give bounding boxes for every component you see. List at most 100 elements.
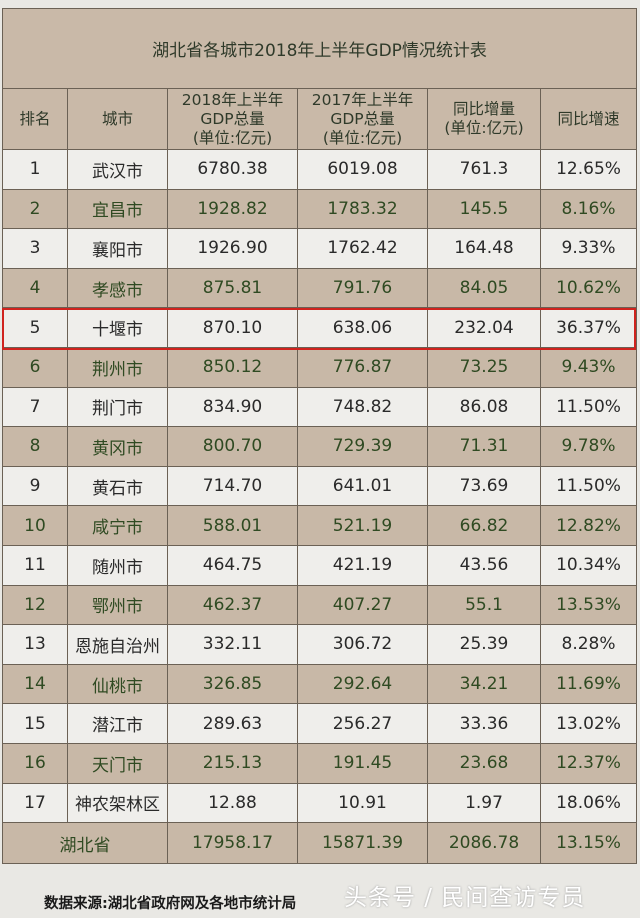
cell-city: 神农架林区: [67, 782, 168, 824]
cell-city: 潜江市: [67, 703, 168, 744]
cell-gdp2018: 588.01: [167, 505, 298, 546]
table-title: 湖北省各城市2018年上半年GDP情况统计表: [1, 8, 638, 89]
total-growth: 13.15%: [539, 822, 638, 865]
cell-city: 随州市: [67, 544, 168, 586]
table-row: 5 十堰市 870.10 638.06 232.04 36.37%: [2, 307, 638, 348]
cell-gdp2018: 875.81: [167, 267, 298, 309]
cell-gdp2017: 1762.42: [297, 228, 428, 269]
cell-rank: 1: [2, 149, 68, 190]
cell-increase: 164.48: [427, 228, 541, 269]
table-row: 11 随州市 464.75 421.19 43.56 10.34%: [2, 544, 638, 586]
cell-city: 宜昌市: [67, 188, 168, 230]
cell-increase: 1.97: [427, 782, 541, 824]
table-row: 12 鄂州市 462.37 407.27 55.1 13.53%: [2, 584, 638, 626]
cell-growth: 10.62%: [539, 267, 638, 309]
cell-rank: 11: [2, 544, 68, 586]
header-increase: 同比增量 (单位:亿元): [427, 88, 541, 150]
cell-rank: 14: [2, 663, 68, 705]
header-line: 2017年上半年: [311, 90, 414, 109]
cell-gdp2018: 800.70: [167, 426, 298, 467]
cell-increase: 73.69: [427, 465, 541, 507]
header-line: 2018年上半年: [181, 90, 284, 109]
table-row: 8 黄冈市 800.70 729.39 71.31 9.78%: [2, 426, 638, 467]
footer: 数据来源:湖北省政府网及各地市统计局 头条号 / 民间查访专员: [0, 870, 640, 918]
cell-city: 咸宁市: [67, 505, 168, 546]
header-growth: 同比增速: [539, 88, 638, 150]
cell-gdp2017: 191.45: [297, 742, 428, 784]
table-row: 9 黄石市 714.70 641.01 73.69 11.50%: [2, 465, 638, 507]
watermark: 头条号 / 民间查访专员: [344, 885, 586, 911]
total-row: 湖北省 17958.17 15871.39 2086.78 13.15%: [2, 822, 638, 865]
cell-city: 仙桃市: [67, 663, 168, 705]
cell-gdp2018: 714.70: [167, 465, 298, 507]
table-row: 2 宜昌市 1928.82 1783.32 145.5 8.16%: [2, 188, 638, 230]
total-increase: 2086.78: [427, 822, 541, 865]
cell-gdp2017: 10.91: [297, 782, 428, 824]
total-gdp2018: 17958.17: [167, 822, 298, 865]
cell-rank: 6: [2, 346, 68, 388]
cell-increase: 761.3: [427, 149, 541, 190]
cell-gdp2017: 1783.32: [297, 188, 428, 230]
cell-rank: 15: [2, 703, 68, 744]
header-gdp2018: 2018年上半年 GDP总量 (单位:亿元): [167, 88, 298, 150]
table-row: 13 恩施自治州 332.11 306.72 25.39 8.28%: [2, 624, 638, 665]
cell-city: 黄石市: [67, 465, 168, 507]
header-city: 城市: [67, 88, 168, 150]
cell-gdp2017: 748.82: [297, 386, 428, 428]
cell-growth: 12.37%: [539, 742, 638, 784]
cell-rank: 10: [2, 505, 68, 546]
cell-city: 襄阳市: [67, 228, 168, 269]
cell-gdp2018: 6780.38: [167, 149, 298, 190]
cell-increase: 25.39: [427, 624, 541, 665]
cell-increase: 34.21: [427, 663, 541, 705]
cell-growth: 12.65%: [539, 149, 638, 190]
cell-gdp2018: 850.12: [167, 346, 298, 388]
cell-city: 荆州市: [67, 346, 168, 388]
cell-city: 荆门市: [67, 386, 168, 428]
cell-growth: 13.53%: [539, 584, 638, 626]
cell-rank: 12: [2, 584, 68, 626]
cell-gdp2017: 776.87: [297, 346, 428, 388]
cell-gdp2017: 791.76: [297, 267, 428, 309]
table-row: 1 武汉市 6780.38 6019.08 761.3 12.65%: [2, 149, 638, 190]
table-row: 17 神农架林区 12.88 10.91 1.97 18.06%: [2, 782, 638, 824]
cell-growth: 11.69%: [539, 663, 638, 705]
cell-gdp2017: 407.27: [297, 584, 428, 626]
source-note: 数据来源:湖北省政府网及各地市统计局: [44, 896, 297, 912]
cell-gdp2018: 870.10: [167, 307, 298, 348]
cell-growth: 9.33%: [539, 228, 638, 269]
cell-gdp2017: 521.19: [297, 505, 428, 546]
cell-growth: 8.16%: [539, 188, 638, 230]
cell-increase: 66.82: [427, 505, 541, 546]
cell-increase: 71.31: [427, 426, 541, 467]
header-row: 排名 城市 2018年上半年 GDP总量 (单位:亿元) 2017年上半年 GDP总量…: [2, 88, 638, 150]
total-gdp2017: 15871.39: [297, 822, 428, 865]
cell-city: 十堰市: [67, 307, 168, 348]
gdp-table: 湖北省各城市2018年上半年GDP情况统计表 排名 城市 2018年上半年 GDP…: [1, 8, 638, 865]
cell-city: 武汉市: [67, 149, 168, 190]
cell-growth: 18.06%: [539, 782, 638, 824]
cell-gdp2017: 638.06: [297, 307, 428, 348]
table-row: 4 孝感市 875.81 791.76 84.05 10.62%: [2, 267, 638, 309]
header-line: 同比增量: [452, 100, 515, 118]
cell-rank: 8: [2, 426, 68, 467]
cell-gdp2018: 1926.90: [167, 228, 298, 269]
header-rank: 排名: [2, 88, 68, 150]
cell-rank: 17: [2, 782, 68, 824]
cell-gdp2017: 292.64: [297, 663, 428, 705]
cell-city: 恩施自治州: [67, 624, 168, 665]
cell-growth: 9.78%: [539, 426, 638, 467]
header-line: GDP总量: [330, 109, 395, 128]
cell-increase: 232.04: [427, 307, 541, 348]
cell-rank: 4: [2, 267, 68, 309]
cell-gdp2018: 289.63: [167, 703, 298, 744]
cell-increase: 73.25: [427, 346, 541, 388]
cell-increase: 84.05: [427, 267, 541, 309]
cell-growth: 11.50%: [539, 465, 638, 507]
cell-gdp2018: 215.13: [167, 742, 298, 784]
cell-gdp2018: 462.37: [167, 584, 298, 626]
cell-city: 孝感市: [67, 267, 168, 309]
cell-increase: 86.08: [427, 386, 541, 428]
table-row: 15 潜江市 289.63 256.27 33.36 13.02%: [2, 703, 638, 744]
cell-gdp2018: 332.11: [167, 624, 298, 665]
